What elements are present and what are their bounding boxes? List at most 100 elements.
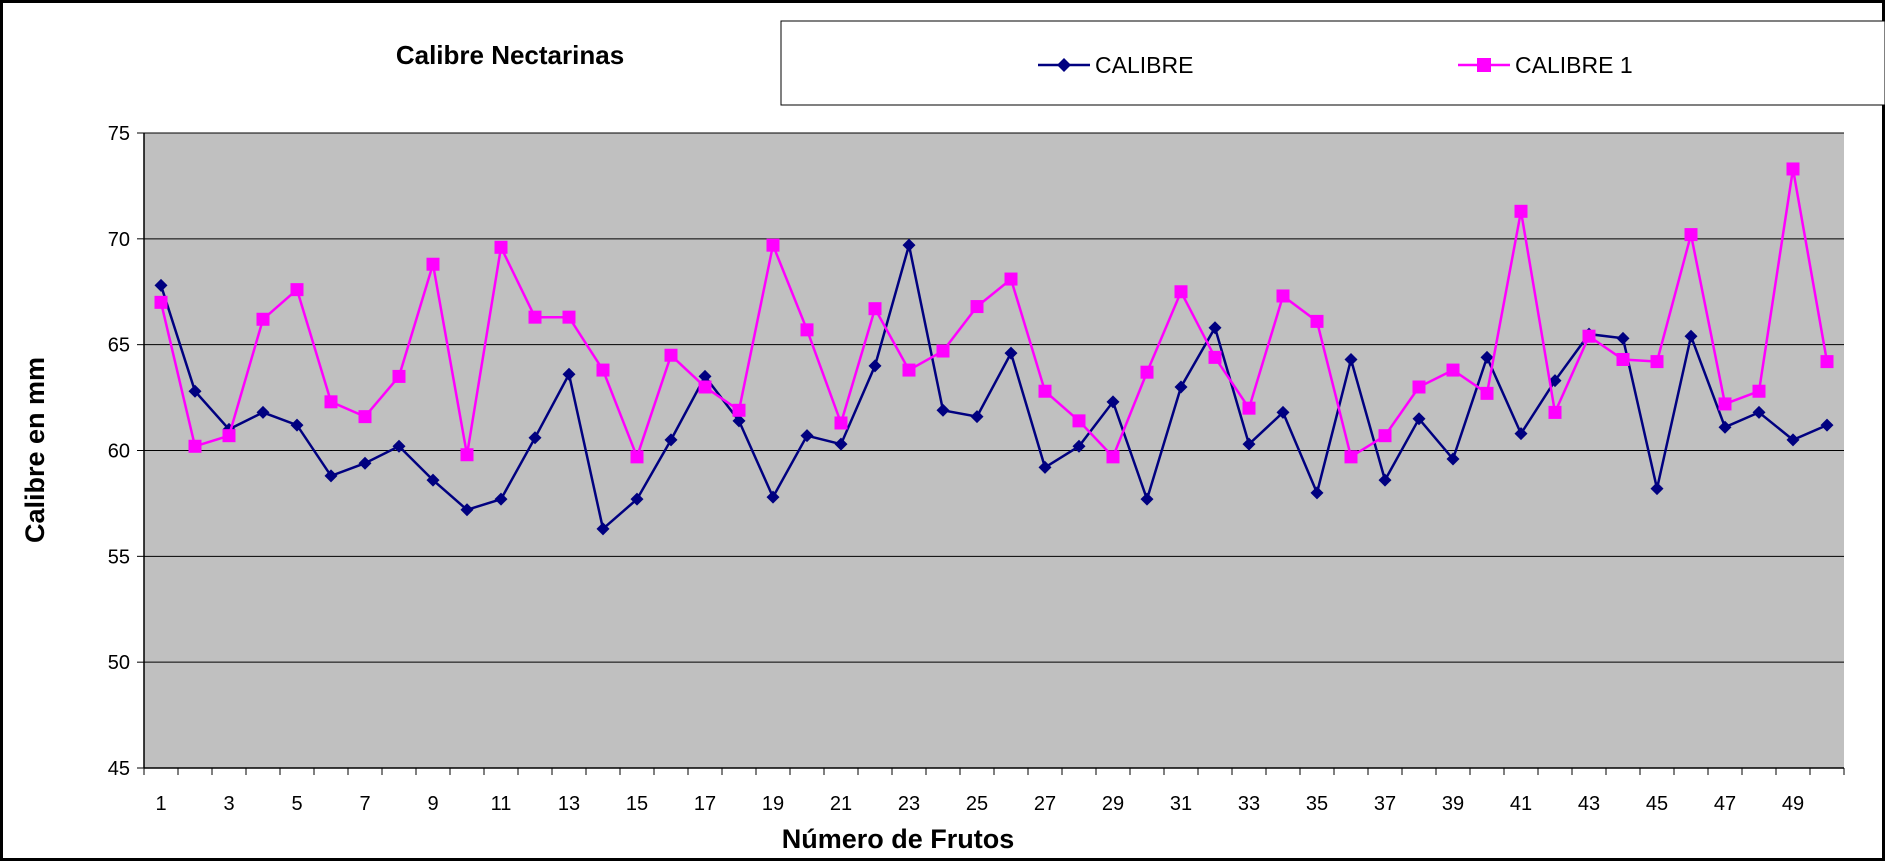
legend-label-calibre-1: CALIBRE 1	[1515, 52, 1633, 78]
series-group	[154, 162, 1834, 536]
data-point-calibre-1	[936, 344, 950, 358]
data-point-calibre-1	[460, 448, 474, 462]
x-tick-label: 31	[1170, 793, 1192, 815]
y-tick-label: 70	[108, 229, 130, 251]
x-tick-label: 47	[1714, 793, 1736, 815]
data-point-calibre	[290, 418, 304, 432]
data-point-calibre-1	[596, 363, 610, 377]
data-point-calibre	[1106, 395, 1120, 409]
data-point-calibre-1	[766, 238, 780, 252]
x-tick-label: 23	[898, 793, 920, 815]
data-point-calibre-1	[562, 310, 576, 324]
data-point-calibre-1	[1072, 414, 1086, 428]
data-point-calibre	[1276, 405, 1290, 419]
y-tick-label: 65	[108, 335, 130, 357]
x-tick-label: 43	[1578, 793, 1600, 815]
x-tick-label: 19	[762, 793, 784, 815]
data-point-calibre-1	[1276, 289, 1290, 303]
data-point-calibre	[1208, 321, 1222, 335]
y-tick-label: 45	[108, 758, 130, 780]
data-point-calibre-1	[1718, 397, 1732, 411]
data-point-calibre	[698, 369, 712, 383]
y-axis-title: Calibre en mm	[20, 357, 50, 543]
data-point-calibre-1	[630, 450, 644, 464]
data-point-calibre-1	[800, 323, 814, 337]
data-point-calibre-1	[1786, 162, 1800, 176]
data-point-calibre-1	[222, 429, 236, 443]
x-tick-label: 25	[966, 793, 988, 815]
data-point-calibre-1	[834, 416, 848, 430]
data-point-calibre	[154, 278, 168, 292]
x-tick-label: 5	[291, 793, 302, 815]
data-point-calibre-1	[188, 439, 202, 453]
data-point-calibre-1	[290, 283, 304, 297]
data-point-calibre	[902, 238, 916, 252]
x-tick-label: 33	[1238, 793, 1260, 815]
data-point-calibre-1	[1446, 363, 1460, 377]
x-tick-label: 3	[223, 793, 234, 815]
data-point-calibre	[358, 456, 372, 470]
data-point-calibre-1	[1684, 228, 1698, 242]
data-point-calibre-1	[528, 310, 542, 324]
data-point-calibre	[868, 359, 882, 373]
x-tick-label: 21	[830, 793, 852, 815]
legend-label-calibre: CALIBRE	[1095, 52, 1193, 78]
data-point-calibre-1	[1582, 329, 1596, 343]
data-point-calibre	[936, 403, 950, 417]
y-axis-ticks: 45 50 55 60 65 70 75	[108, 123, 144, 780]
data-point-calibre	[1446, 452, 1460, 466]
data-point-calibre-1	[1480, 386, 1494, 400]
data-point-calibre	[1242, 437, 1256, 451]
legend-marker-calibre	[1057, 58, 1071, 72]
data-point-calibre-1	[698, 380, 712, 394]
data-point-calibre-1	[494, 240, 508, 254]
data-point-calibre-1	[324, 395, 338, 409]
data-point-calibre	[1140, 492, 1154, 506]
y-tick-label: 50	[108, 652, 130, 674]
x-tick-label: 9	[427, 793, 438, 815]
data-point-calibre-1	[426, 257, 440, 271]
data-point-calibre-1	[154, 295, 168, 309]
x-axis-ticks: 1 3 5 7 9 11 13 15 17 19 21 23 25 27 29 31 33 35 37 39 41 43 4…	[143, 768, 1845, 815]
gridlines	[144, 132, 1844, 663]
data-point-calibre	[1378, 473, 1392, 487]
data-point-calibre	[970, 410, 984, 424]
data-point-calibre-1	[1548, 405, 1562, 419]
data-point-calibre	[1616, 331, 1630, 345]
x-tick-label: 11	[491, 793, 512, 815]
data-point-calibre	[766, 490, 780, 504]
data-point-calibre-1	[392, 369, 406, 383]
data-point-calibre	[800, 429, 814, 443]
data-point-calibre	[562, 367, 576, 381]
x-tick-label: 37	[1374, 793, 1396, 815]
data-point-calibre	[1548, 374, 1562, 388]
data-point-calibre	[596, 522, 610, 536]
x-tick-label: 39	[1442, 793, 1464, 815]
data-point-calibre-1	[1310, 314, 1324, 328]
legend-box	[780, 20, 1885, 106]
data-point-calibre-1	[1174, 285, 1188, 299]
data-point-calibre-1	[1820, 355, 1834, 369]
x-tick-label: 45	[1646, 793, 1668, 815]
data-point-calibre	[1480, 350, 1494, 364]
data-point-calibre	[392, 439, 406, 453]
data-point-calibre	[630, 492, 644, 506]
series-line-calibre-1	[159, 168, 1829, 461]
data-point-calibre-1	[1378, 429, 1392, 443]
series-line-calibre	[159, 244, 1828, 532]
data-point-calibre-1	[1412, 380, 1426, 394]
data-point-calibre	[1004, 346, 1018, 360]
data-point-calibre	[732, 414, 746, 428]
x-tick-label: 27	[1034, 793, 1056, 815]
legend: CALIBRE CALIBRE 1	[780, 20, 1885, 106]
data-point-calibre-1	[970, 300, 984, 314]
data-point-calibre-1	[1106, 450, 1120, 464]
y-tick-label: 55	[108, 546, 130, 568]
data-point-calibre-1	[1514, 204, 1528, 218]
data-point-calibre	[188, 384, 202, 398]
data-point-calibre-1	[868, 302, 882, 316]
data-point-calibre	[1684, 329, 1698, 343]
x-tick-label: 29	[1102, 793, 1124, 815]
x-tick-label: 17	[694, 793, 716, 815]
data-point-calibre-1	[664, 348, 678, 362]
